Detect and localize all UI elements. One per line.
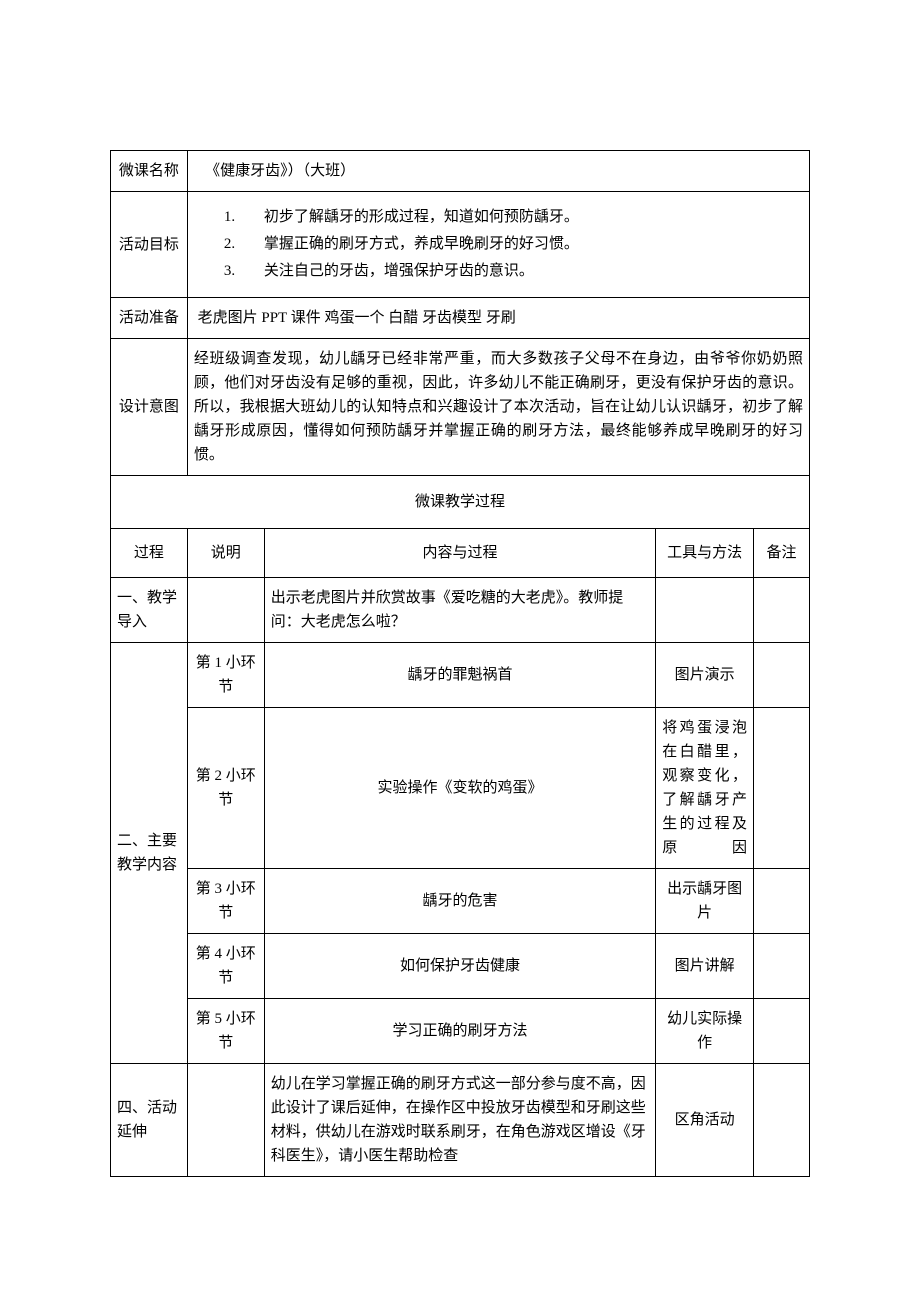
row-design: 设计意图 经班级调查发现，幼儿龋牙已经非常严重，而大多数孩子父母不在身边，由爷爷…: [111, 339, 810, 476]
cell-tools-1: [656, 578, 754, 643]
cell-desc-3: [187, 1064, 264, 1177]
goal-2-text: 掌握正确的刷牙方式，养成早晚刷牙的好习惯。: [264, 236, 579, 252]
row-goals: 活动目标 1.初步了解龋牙的形成过程，知道如何预防龋牙。 2.掌握正确的刷牙方式…: [111, 192, 810, 298]
cell-notes-s1: [754, 643, 810, 708]
lesson-plan-table: 微课名称 《健康牙齿》）（大班） 活动目标 1.初步了解龋牙的形成过程，知道如何…: [110, 150, 810, 1177]
value-course-title: 《健康牙齿》）（大班）: [187, 151, 809, 192]
cell-notes-3: [754, 1064, 810, 1177]
cell-tools-s3: 出示龋牙图片: [656, 869, 754, 934]
table-row-s5: 第 5 小环节 学习正确的刷牙方法 幼儿实际操作: [111, 999, 810, 1064]
cell-notes-1: [754, 578, 810, 643]
label-course-name: 微课名称: [111, 151, 188, 192]
cell-tools-s4: 图片讲解: [656, 934, 754, 999]
row-course-name: 微课名称 《健康牙齿》）（大班）: [111, 151, 810, 192]
cell-notes-s3: [754, 869, 810, 934]
cell-content-s3: 龋牙的危害: [264, 869, 655, 934]
table-row-s1: 二、主要教学内容 第 1 小环节 龋牙的罪魁祸首 图片演示: [111, 643, 810, 708]
table-row-s4: 第 4 小环节 如何保护牙齿健康 图片讲解: [111, 934, 810, 999]
cell-process-3: 四、活动延伸: [111, 1064, 188, 1177]
cell-content-s1: 龋牙的罪魁祸首: [264, 643, 655, 708]
cell-notes-s2: [754, 708, 810, 869]
cell-content-s4: 如何保护牙齿健康: [264, 934, 655, 999]
cell-tools-s2: 将鸡蛋浸泡在白醋里，观察变化，了解龋牙产生的过程及原因: [656, 708, 754, 869]
row-prep: 活动准备 老虎图片 PPT 课件 鸡蛋一个 白醋 牙齿模型 牙刷: [111, 298, 810, 339]
label-design: 设计意图: [111, 339, 188, 476]
cell-content-1: 出示老虎图片并欣赏故事《爱吃糖的大老虎》。教师提问：大老虎怎么啦？: [264, 578, 655, 643]
course-title-text: 《健康牙齿》）（大班）: [205, 163, 355, 179]
row-section-title: 微课教学过程: [111, 476, 810, 529]
cell-process-2: 二、主要教学内容: [111, 643, 188, 1064]
goal-item-2: 2.掌握正确的刷牙方式，养成早晚刷牙的好习惯。: [224, 231, 803, 258]
header-tools: 工具与方法: [656, 529, 754, 578]
cell-desc-s4: 第 4 小环节: [187, 934, 264, 999]
goals-list: 1.初步了解龋牙的形成过程，知道如何预防龋牙。 2.掌握正确的刷牙方式，养成早晚…: [194, 204, 803, 285]
cell-notes-s4: [754, 934, 810, 999]
table-row-extension: 四、活动延伸 幼儿在学习掌握正确的刷牙方式这一部分参与度不高，因此设计了课后延伸…: [111, 1064, 810, 1177]
label-goals: 活动目标: [111, 192, 188, 298]
cell-desc-s1: 第 1 小环节: [187, 643, 264, 708]
section-title: 微课教学过程: [111, 476, 810, 529]
cell-tools-3: 区角活动: [656, 1064, 754, 1177]
goal-1-text: 初步了解龋牙的形成过程，知道如何预防龋牙。: [264, 209, 579, 225]
cell-desc-s3: 第 3 小环节: [187, 869, 264, 934]
cell-tools-s5: 幼儿实际操作: [656, 999, 754, 1064]
cell-process-1: 一、教学导入: [111, 578, 188, 643]
value-prep: 老虎图片 PPT 课件 鸡蛋一个 白醋 牙齿模型 牙刷: [187, 298, 809, 339]
cell-desc-s2: 第 2 小环节: [187, 708, 264, 869]
row-headers: 过程 说明 内容与过程 工具与方法 备注: [111, 529, 810, 578]
goal-2-num: 2.: [224, 231, 264, 258]
header-process: 过程: [111, 529, 188, 578]
cell-content-3: 幼儿在学习掌握正确的刷牙方式这一部分参与度不高，因此设计了课后延伸，在操作区中投…: [264, 1064, 655, 1177]
cell-desc-1: [187, 578, 264, 643]
table-row-s2: 第 2 小环节 实验操作《变软的鸡蛋》 将鸡蛋浸泡在白醋里，观察变化，了解龋牙产…: [111, 708, 810, 869]
value-goals: 1.初步了解龋牙的形成过程，知道如何预防龋牙。 2.掌握正确的刷牙方式，养成早晚…: [187, 192, 809, 298]
cell-notes-s5: [754, 999, 810, 1064]
cell-tools-s1: 图片演示: [656, 643, 754, 708]
goal-item-3: 3.关注自己的牙齿，增强保护牙齿的意识。: [224, 258, 803, 285]
value-design: 经班级调查发现，幼儿龋牙已经非常严重，而大多数孩子父母不在身边，由爷爷你奶奶照顾…: [187, 339, 809, 476]
cell-content-s5: 学习正确的刷牙方法: [264, 999, 655, 1064]
table-row-intro: 一、教学导入 出示老虎图片并欣赏故事《爱吃糖的大老虎》。教师提问：大老虎怎么啦？: [111, 578, 810, 643]
goal-item-1: 1.初步了解龋牙的形成过程，知道如何预防龋牙。: [224, 204, 803, 231]
prep-text: 老虎图片 PPT 课件 鸡蛋一个 白醋 牙齿模型 牙刷: [198, 310, 516, 326]
label-prep: 活动准备: [111, 298, 188, 339]
table-row-s3: 第 3 小环节 龋牙的危害 出示龋牙图片: [111, 869, 810, 934]
header-notes: 备注: [754, 529, 810, 578]
goal-3-num: 3.: [224, 258, 264, 285]
goal-3-text: 关注自己的牙齿，增强保护牙齿的意识。: [264, 263, 534, 279]
cell-content-s2: 实验操作《变软的鸡蛋》: [264, 708, 655, 869]
header-content: 内容与过程: [264, 529, 655, 578]
cell-desc-s5: 第 5 小环节: [187, 999, 264, 1064]
header-desc: 说明: [187, 529, 264, 578]
goal-1-num: 1.: [224, 204, 264, 231]
